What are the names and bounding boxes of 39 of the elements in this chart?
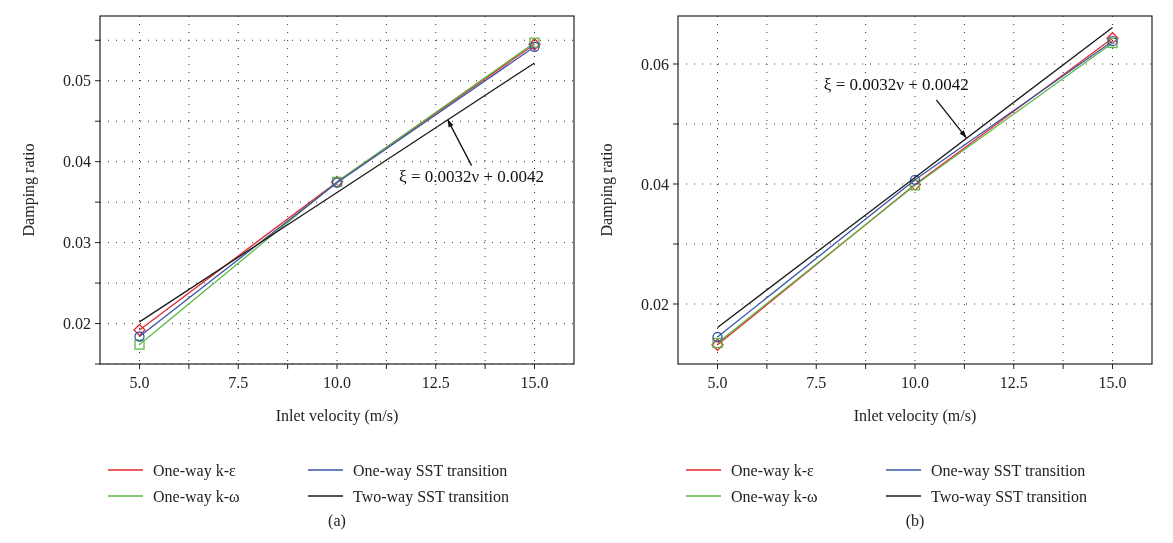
- legend-label: One-way k-ε: [731, 461, 814, 480]
- y-axis-title: Damping ratio: [598, 143, 616, 237]
- point: [712, 331, 723, 343]
- x-axis-title: Inlet velocity (m/s): [853, 407, 977, 425]
- x-tick-label: 12.5: [999, 374, 1028, 391]
- y-axis-title: Damping ratio: [20, 143, 38, 237]
- x-tick-label: 7.5: [228, 374, 249, 391]
- x-tick-label: 10.0: [323, 374, 351, 391]
- y-tick-label: 0.03: [63, 234, 91, 252]
- x-tick-label: 5.0: [129, 374, 150, 391]
- point: [909, 174, 921, 185]
- x-axis-title: Inlet velocity (m/s): [275, 407, 399, 425]
- y-tick-label: 0.04: [63, 153, 91, 171]
- annotation: ξ = 0.0032ν + 0.0042: [399, 166, 545, 186]
- x-tick-label: 15.0: [520, 374, 549, 391]
- legend-label: Two-way SST transition: [353, 487, 509, 506]
- text: (b): [905, 512, 925, 530]
- legend-label: One-way k-ω: [731, 487, 818, 506]
- point: [133, 323, 146, 337]
- legend-label: One-way SST transition: [931, 461, 1086, 480]
- point: [134, 331, 145, 342]
- legend-label: One-way k-ε: [153, 461, 236, 480]
- y-tick-label: 0.04: [641, 175, 669, 193]
- legend-label: One-way SST transition: [353, 461, 508, 480]
- point: [1106, 32, 1119, 45]
- legend-label: One-way k-ω: [153, 487, 240, 506]
- x-tick-label: 5.0: [707, 374, 728, 391]
- y-tick-label: 0.06: [641, 55, 669, 73]
- x-tick-label: 10.0: [901, 374, 929, 391]
- point: [134, 339, 145, 350]
- text: (a): [328, 512, 346, 530]
- x-tick-label: 15.0: [1098, 374, 1127, 391]
- x-tick-label: 12.5: [421, 374, 450, 391]
- annotation: ξ = 0.0032ν + 0.0042: [823, 74, 969, 94]
- y-tick-label: 0.02: [641, 295, 669, 313]
- legend-label: Two-way SST transition: [931, 487, 1087, 506]
- y-tick-label: 0.05: [63, 72, 91, 90]
- y-tick-label: 0.02: [63, 315, 91, 333]
- x-tick-label: 7.5: [806, 374, 827, 391]
